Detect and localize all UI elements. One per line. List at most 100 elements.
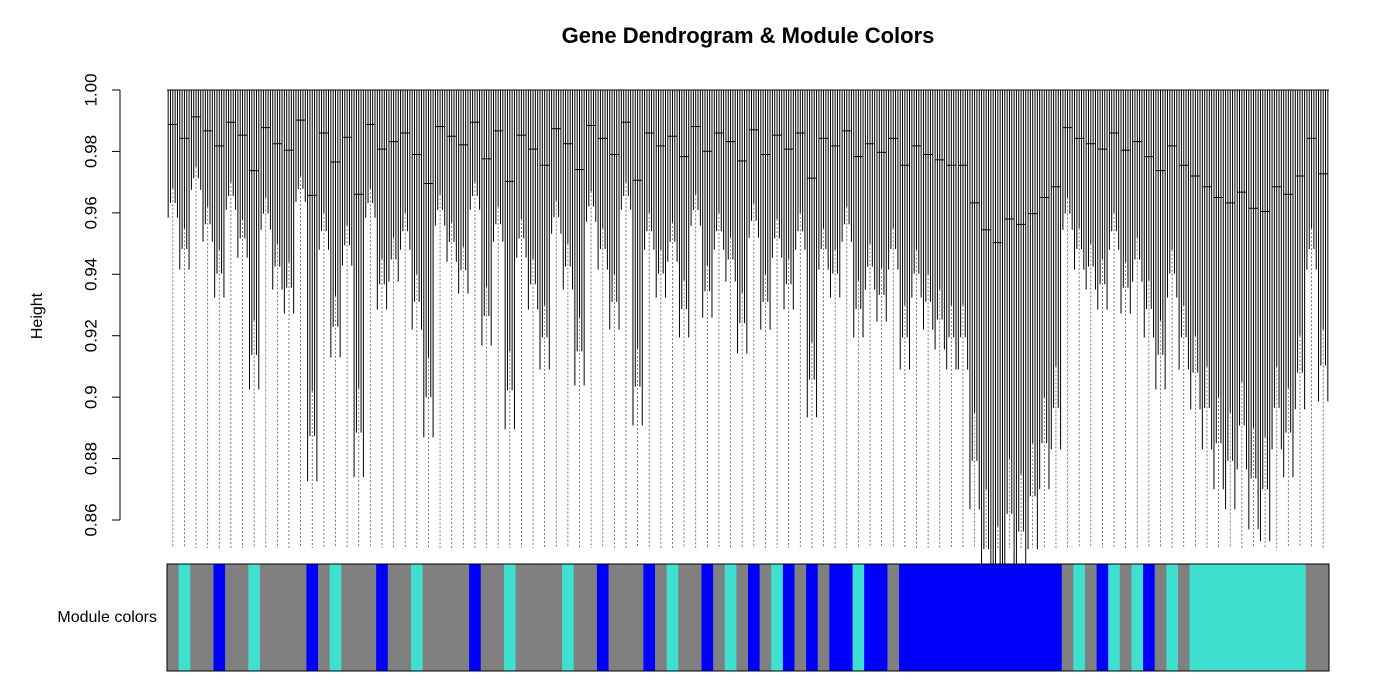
module-color-cell: [1305, 564, 1318, 671]
module-color-cell: [271, 564, 284, 671]
module-color-cell: [469, 564, 482, 671]
module-color-cell: [1270, 564, 1284, 671]
color-bar-frame: [166, 563, 1330, 672]
module-color-cell: [713, 564, 726, 671]
module-color-cell: [538, 564, 551, 671]
module-color-cell: [248, 564, 261, 671]
module-color-cell: [387, 564, 400, 671]
module-color-cell: [1247, 564, 1260, 671]
chart-title: Gene Dendrogram & Module Colors: [562, 23, 935, 48]
module-color-cell: [1317, 564, 1330, 671]
module-color-cell: [748, 564, 761, 671]
module-color-cell: [806, 564, 819, 671]
module-color-cell: [457, 564, 470, 671]
module-color-cell: [655, 564, 668, 671]
module-color-cell: [794, 564, 807, 671]
module-color-cell: [1108, 564, 1121, 671]
module-color-cell: [1154, 564, 1167, 671]
module-color-cell: [1015, 564, 1028, 671]
module-color-cell: [515, 564, 528, 671]
module-color-cell: [329, 564, 342, 671]
module-color-cell: [434, 564, 447, 671]
module-color-cell: [445, 564, 458, 671]
module-color-cell: [480, 564, 493, 671]
module-color-cell: [922, 564, 935, 671]
module-color-cell: [1050, 564, 1063, 671]
module-color-cell: [864, 564, 877, 671]
module-color-cell: [352, 564, 366, 671]
module-color-cell: [178, 564, 191, 671]
module-color-cell: [1038, 564, 1051, 671]
module-color-cell: [957, 564, 970, 671]
module-color-cell: [608, 564, 621, 671]
y-tick-label: 1.00: [81, 73, 100, 106]
module-color-cell: [678, 564, 691, 671]
module-color-cell: [294, 564, 307, 671]
y-tick-label: 0.98: [81, 135, 100, 168]
module-color-cell: [562, 564, 575, 671]
module-color-cell: [399, 564, 412, 671]
module-color-cell: [933, 564, 947, 671]
module-color-cell: [724, 564, 737, 671]
module-color-cell: [550, 564, 563, 671]
module-color-cell: [1026, 564, 1039, 671]
module-color-cell: [527, 564, 540, 671]
module-color-cell: [492, 564, 505, 671]
y-tick-label: 0.94: [81, 258, 100, 291]
module-color-cell: [1003, 564, 1016, 671]
module-color-cell: [283, 564, 296, 671]
module-color-cell: [411, 564, 424, 671]
y-tick-label: 0.86: [81, 503, 100, 536]
module-color-cell: [1131, 564, 1144, 671]
y-tick-label: 0.9: [81, 385, 100, 409]
module-color-cell: [701, 564, 714, 671]
module-color-cell: [620, 564, 633, 671]
module-color-cell: [771, 564, 784, 671]
module-color-cell: [1224, 564, 1237, 671]
module-color-cell: [992, 564, 1005, 671]
y-tick-label: 0.88: [81, 442, 100, 475]
module-color-cell: [910, 564, 923, 671]
module-color-cell: [1166, 564, 1179, 671]
module-color-cell: [1189, 564, 1202, 671]
module-color-cell: [1201, 564, 1214, 671]
module-color-cell: [190, 564, 203, 671]
module-color-cell: [840, 564, 854, 671]
module-color-cell: [1119, 564, 1132, 671]
y-axis-label: Height: [29, 292, 46, 339]
module-color-cell: [1236, 564, 1249, 671]
module-color-cell: [759, 564, 772, 671]
module-color-cell: [1259, 564, 1272, 671]
module-color-cell: [318, 564, 331, 671]
module-color-cell: [968, 564, 981, 671]
module-color-cell: [1177, 564, 1191, 671]
module-color-cell: [259, 564, 273, 671]
module-color-cell: [596, 564, 610, 671]
module-color-cell: [643, 564, 656, 671]
module-color-cell: [829, 564, 842, 671]
module-color-cell: [585, 564, 598, 671]
module-color-cell: [817, 564, 830, 671]
module-color-cell: [1073, 564, 1086, 671]
y-tick-label: 0.96: [81, 196, 100, 229]
module-color-cell: [1294, 564, 1307, 671]
module-color-cell: [341, 564, 354, 671]
module-color-cell: [422, 564, 435, 671]
module-color-cell: [1096, 564, 1109, 671]
module-color-cell: [852, 564, 865, 671]
module-color-cell: [236, 564, 249, 671]
module-color-cell: [167, 564, 180, 671]
module-color-cell: [376, 564, 389, 671]
color-bar-label: Module colors: [57, 609, 157, 626]
module-color-cell: [213, 564, 226, 671]
module-color-cell: [736, 564, 749, 671]
module-color-cell: [782, 564, 795, 671]
module-color-cell: [1282, 564, 1295, 671]
module-color-cell: [980, 564, 993, 671]
module-color-cell: [1212, 564, 1225, 671]
module-color-cell: [631, 564, 644, 671]
module-color-cell: [666, 564, 679, 671]
module-color-cell: [306, 564, 319, 671]
module-color-cell: [875, 564, 888, 671]
